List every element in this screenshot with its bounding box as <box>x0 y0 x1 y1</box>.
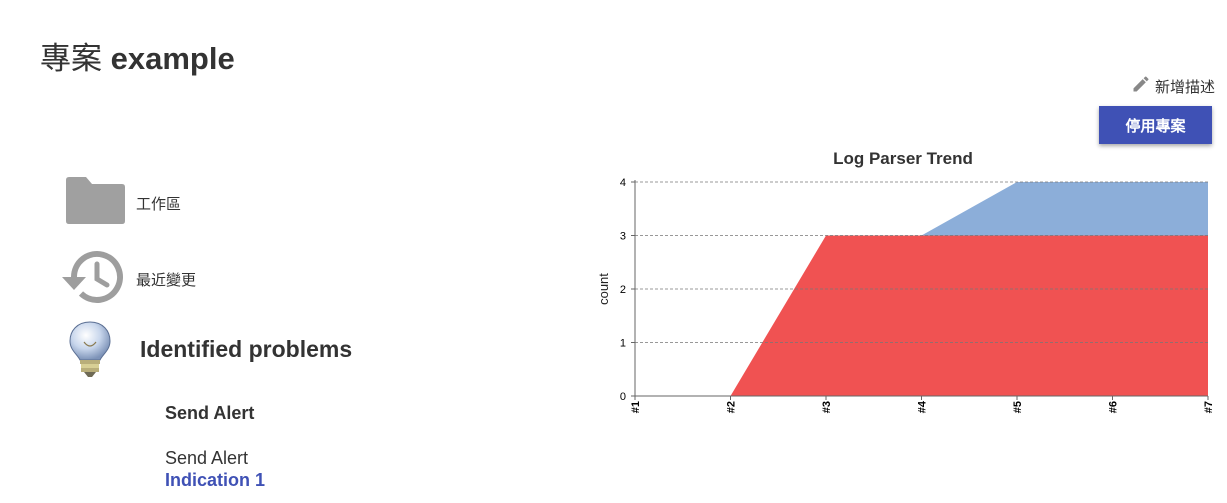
problems-heading: Identified problems <box>140 336 353 362</box>
add-description-link[interactable]: 新增描述 <box>1131 74 1215 98</box>
chart-area-series-1 <box>635 182 1208 396</box>
log-parser-trend-chart: 0 1 2 3 4 #1 #2 #3 #4 #5 #6 #7 Log Parser Trend count <box>580 140 1227 440</box>
chart-x-tick-label: #7 <box>1203 401 1215 413</box>
add-description-label: 新增描述 <box>1154 78 1215 96</box>
chart-x-tick-label: #2 <box>726 401 738 413</box>
history-icon <box>60 248 126 310</box>
sidebar-item-label: 工作區 <box>136 195 182 213</box>
chart-x-tick-label: #4 <box>917 400 929 413</box>
chart-x-tick-label: #3 <box>821 401 833 413</box>
chart-x-tick-label: #1 <box>630 401 642 413</box>
chart-y-axis-label: count <box>596 273 611 305</box>
project-name: example <box>110 40 235 76</box>
chart-y-tick-label: 2 <box>620 284 626 296</box>
chart-y-tick-label: 1 <box>620 338 626 350</box>
chart-x-tick-label: #5 <box>1012 401 1024 413</box>
chart-y-tick-label: 0 <box>620 391 626 403</box>
sidebar-item-recent-changes[interactable]: 最近變更 <box>60 248 196 310</box>
folder-icon <box>64 176 126 230</box>
page-title: 專案 example <box>40 39 235 79</box>
disable-project-button[interactable]: 停用專案 <box>1099 106 1212 144</box>
page-title-prefix: 專案 <box>40 40 102 77</box>
chart-y-tick-label: 4 <box>620 177 626 189</box>
problem-item-heading: Send Alert <box>165 403 255 423</box>
sidebar-item-label: 最近變更 <box>136 271 197 289</box>
sidebar-item-workspace[interactable]: 工作區 <box>64 176 181 230</box>
chart-area-series-0 <box>635 235 1208 396</box>
lightbulb-icon <box>66 320 114 385</box>
pencil-icon <box>1131 74 1151 98</box>
chart-x-tick-label: #6 <box>1108 401 1120 413</box>
chart-y-tick-label: 3 <box>620 231 626 243</box>
problem-item-text: Send Alert <box>165 448 249 468</box>
indication-link[interactable]: Indication 1 <box>165 470 266 490</box>
chart-title: Log Parser Trend <box>833 149 973 168</box>
